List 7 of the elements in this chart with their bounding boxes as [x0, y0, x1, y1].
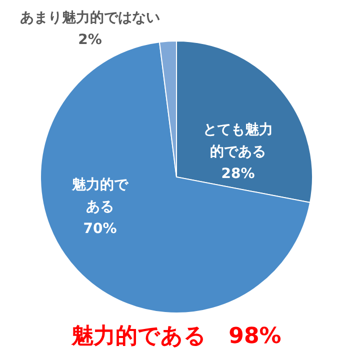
- text: 魅力的である 98%: [70, 324, 282, 349]
- slice-label: とても魅力的である: [203, 122, 273, 160]
- data-label: 28%: [221, 166, 255, 182]
- slice-label: 魅力的である: [71, 177, 129, 215]
- data-label: 2%: [78, 32, 102, 48]
- slice-label: あまり魅力的ではない: [20, 10, 160, 26]
- data-label: 70%: [83, 221, 117, 237]
